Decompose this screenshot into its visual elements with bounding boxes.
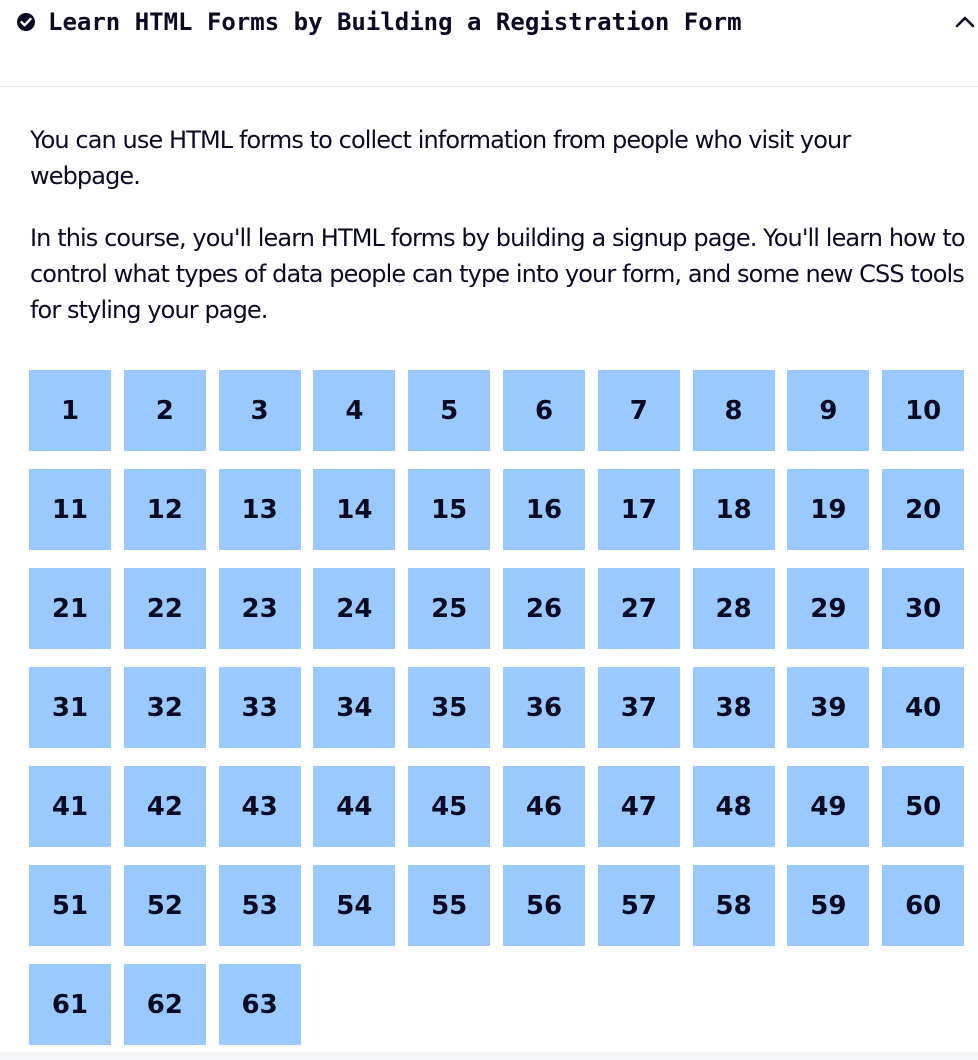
- step-button[interactable]: 55: [408, 865, 491, 946]
- step-button[interactable]: 25: [408, 568, 491, 649]
- step-button[interactable]: 10: [882, 370, 965, 451]
- step-button[interactable]: 43: [218, 766, 301, 847]
- step-button[interactable]: 45: [408, 766, 491, 847]
- step-grid: 1 2 3 4 5 6 7 8 9 10 11 12 13 14 15 16 17 18 19 20 21 22 23 24 2…: [29, 370, 965, 1045]
- step-button[interactable]: 54: [313, 865, 396, 946]
- step-button[interactable]: 4: [313, 370, 396, 451]
- step-button[interactable]: 59: [787, 865, 870, 946]
- step-button[interactable]: 58: [692, 865, 775, 946]
- step-button[interactable]: 35: [408, 667, 491, 748]
- step-button[interactable]: 8: [692, 370, 775, 451]
- check-circle-icon: [17, 13, 35, 31]
- step-button[interactable]: 9: [787, 370, 870, 451]
- bottom-divider: [0, 1052, 978, 1060]
- step-button[interactable]: 42: [123, 766, 206, 847]
- step-button[interactable]: 7: [597, 370, 680, 451]
- step-button[interactable]: 61: [29, 964, 111, 1045]
- step-button[interactable]: 53: [218, 865, 301, 946]
- step-button[interactable]: 46: [502, 766, 585, 847]
- step-button[interactable]: 11: [29, 469, 111, 550]
- step-button[interactable]: 38: [692, 667, 775, 748]
- step-button[interactable]: 3: [218, 370, 301, 451]
- description-paragraph: In this course, you'll learn HTML forms …: [30, 224, 966, 324]
- step-button[interactable]: 18: [692, 469, 775, 550]
- step-button[interactable]: 34: [313, 667, 396, 748]
- step-button[interactable]: 29: [787, 568, 870, 649]
- step-button[interactable]: 14: [313, 469, 396, 550]
- step-button[interactable]: 13: [218, 469, 301, 550]
- step-button[interactable]: 30: [882, 568, 965, 649]
- step-button[interactable]: 1: [29, 370, 111, 451]
- step-button[interactable]: 33: [218, 667, 301, 748]
- step-button[interactable]: 57: [597, 865, 680, 946]
- course-header[interactable]: Learn HTML Forms by Building a Registrat…: [0, 0, 978, 87]
- step-button[interactable]: 5: [408, 370, 491, 451]
- step-button[interactable]: 17: [597, 469, 680, 550]
- step-button[interactable]: 44: [313, 766, 396, 847]
- step-button[interactable]: 49: [787, 766, 870, 847]
- course-description: You can use HTML forms to collect inform…: [30, 122, 966, 354]
- step-button[interactable]: 56: [502, 865, 585, 946]
- step-button[interactable]: 47: [597, 766, 680, 847]
- step-button[interactable]: 50: [882, 766, 965, 847]
- step-button[interactable]: 19: [787, 469, 870, 550]
- step-button[interactable]: 31: [29, 667, 111, 748]
- step-button[interactable]: 51: [29, 865, 111, 946]
- step-button[interactable]: 39: [787, 667, 870, 748]
- step-button[interactable]: 2: [123, 370, 206, 451]
- step-button[interactable]: 37: [597, 667, 680, 748]
- step-button[interactable]: 6: [502, 370, 585, 451]
- description-paragraph: You can use HTML forms to collect inform…: [30, 126, 851, 190]
- step-button[interactable]: 41: [29, 766, 111, 847]
- step-button[interactable]: 27: [597, 568, 680, 649]
- step-button[interactable]: 63: [218, 964, 301, 1045]
- step-button[interactable]: 22: [123, 568, 206, 649]
- step-button[interactable]: 62: [123, 964, 206, 1045]
- step-button[interactable]: 48: [692, 766, 775, 847]
- step-button[interactable]: 40: [882, 667, 965, 748]
- step-button[interactable]: 28: [692, 568, 775, 649]
- step-button[interactable]: 26: [502, 568, 585, 649]
- course-title[interactable]: Learn HTML Forms by Building a Registrat…: [48, 8, 742, 36]
- step-button[interactable]: 52: [123, 865, 206, 946]
- step-button[interactable]: 12: [123, 469, 206, 550]
- step-button[interactable]: 24: [313, 568, 396, 649]
- step-button[interactable]: 60: [882, 865, 965, 946]
- step-button[interactable]: 36: [502, 667, 585, 748]
- step-button[interactable]: 15: [408, 469, 491, 550]
- step-button[interactable]: 16: [502, 469, 585, 550]
- step-button[interactable]: 20: [882, 469, 965, 550]
- step-button[interactable]: 32: [123, 667, 206, 748]
- chevron-up-icon[interactable]: [954, 12, 976, 32]
- step-button[interactable]: 21: [29, 568, 111, 649]
- step-button[interactable]: 23: [218, 568, 301, 649]
